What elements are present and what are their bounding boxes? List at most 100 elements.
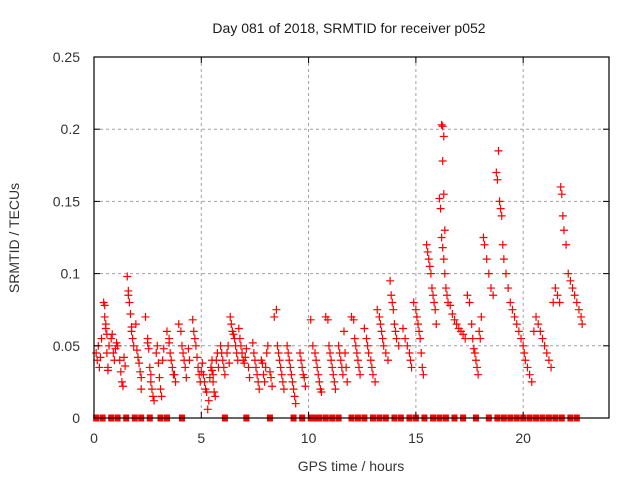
data-point bbox=[147, 385, 156, 394]
data-point bbox=[383, 356, 392, 365]
data-point bbox=[551, 284, 560, 293]
data-point bbox=[208, 366, 217, 375]
data-point bbox=[273, 341, 282, 350]
data-point bbox=[270, 312, 279, 321]
data-point bbox=[375, 312, 384, 321]
data-point bbox=[170, 370, 179, 379]
data-point bbox=[97, 334, 106, 343]
data-point bbox=[188, 315, 197, 324]
data-point bbox=[568, 284, 577, 293]
data-points bbox=[92, 120, 587, 422]
data-point bbox=[252, 363, 261, 372]
data-point bbox=[386, 276, 395, 285]
data-point bbox=[484, 269, 493, 278]
data-point bbox=[133, 353, 142, 362]
data-point bbox=[363, 341, 372, 350]
data-point bbox=[477, 312, 486, 321]
data-point bbox=[128, 334, 137, 343]
data-point bbox=[572, 298, 581, 307]
data-point bbox=[479, 233, 488, 242]
data-point bbox=[414, 320, 423, 329]
data-point bbox=[559, 226, 568, 235]
data-point bbox=[407, 363, 416, 372]
data-point bbox=[450, 315, 459, 324]
data-point bbox=[105, 341, 114, 350]
data-point bbox=[368, 370, 377, 379]
data-point bbox=[469, 344, 478, 353]
data-point bbox=[376, 320, 385, 329]
data-point bbox=[301, 382, 310, 391]
data-point bbox=[527, 377, 536, 386]
data-point bbox=[525, 370, 534, 379]
data-point bbox=[127, 327, 136, 336]
data-point bbox=[441, 284, 450, 293]
y-tick-label: 0 bbox=[72, 410, 80, 426]
data-point bbox=[291, 399, 300, 408]
data-point bbox=[155, 373, 164, 382]
data-point bbox=[356, 370, 365, 379]
data-point bbox=[210, 388, 219, 397]
data-point bbox=[168, 363, 177, 372]
data-point bbox=[474, 370, 483, 379]
data-point bbox=[564, 269, 573, 278]
data-point bbox=[244, 363, 253, 372]
data-point bbox=[263, 341, 272, 350]
data-point bbox=[352, 349, 361, 358]
data-point bbox=[146, 370, 155, 379]
data-point bbox=[268, 382, 277, 391]
data-point bbox=[467, 320, 476, 329]
data-point bbox=[364, 349, 373, 358]
data-point bbox=[336, 356, 345, 365]
data-point bbox=[289, 385, 298, 394]
y-tick-label: 0.1 bbox=[61, 266, 81, 282]
data-point bbox=[371, 377, 380, 386]
data-point bbox=[430, 298, 439, 307]
data-point bbox=[218, 356, 227, 365]
data-point bbox=[418, 363, 427, 372]
data-point bbox=[432, 320, 441, 329]
data-point bbox=[416, 334, 425, 343]
data-point bbox=[241, 353, 250, 362]
data-point bbox=[158, 356, 167, 365]
data-point bbox=[227, 320, 236, 329]
axis-ticks: 0 0.05 0.1 0.15 0.2 0.25 0 5 10 15 20 bbox=[53, 49, 609, 446]
data-point bbox=[558, 211, 567, 220]
chart-title: Day 081 of 2018, SRMTID for receiver p05… bbox=[212, 20, 485, 36]
data-point bbox=[182, 373, 191, 382]
data-point bbox=[366, 356, 375, 365]
data-point bbox=[406, 356, 415, 365]
data-point bbox=[126, 310, 135, 319]
data-point bbox=[118, 382, 127, 391]
data-point bbox=[317, 388, 326, 397]
data-point bbox=[124, 291, 133, 300]
data-point bbox=[574, 305, 583, 314]
data-point bbox=[412, 312, 421, 321]
data-point bbox=[234, 324, 243, 333]
data-point bbox=[553, 291, 562, 300]
data-point bbox=[519, 341, 528, 350]
data-point bbox=[419, 370, 428, 379]
data-point bbox=[342, 363, 351, 372]
data-point bbox=[100, 301, 109, 310]
data-point bbox=[399, 324, 407, 333]
data-point bbox=[191, 341, 200, 350]
data-point bbox=[502, 269, 510, 278]
data-point bbox=[438, 156, 447, 165]
x-tick-label: 5 bbox=[197, 430, 205, 446]
data-point bbox=[103, 366, 112, 375]
data-point bbox=[308, 341, 317, 350]
data-point bbox=[174, 320, 183, 329]
data-point bbox=[355, 363, 364, 372]
data-point bbox=[258, 359, 267, 368]
data-point bbox=[288, 377, 297, 386]
data-point bbox=[107, 334, 116, 343]
data-point bbox=[311, 349, 320, 358]
data-point bbox=[284, 349, 293, 358]
data-point bbox=[326, 349, 335, 358]
data-point bbox=[279, 385, 288, 394]
data-point bbox=[499, 255, 508, 264]
data-point bbox=[471, 356, 480, 365]
data-point bbox=[532, 312, 541, 321]
data-point bbox=[373, 305, 382, 314]
data-point bbox=[167, 356, 176, 365]
